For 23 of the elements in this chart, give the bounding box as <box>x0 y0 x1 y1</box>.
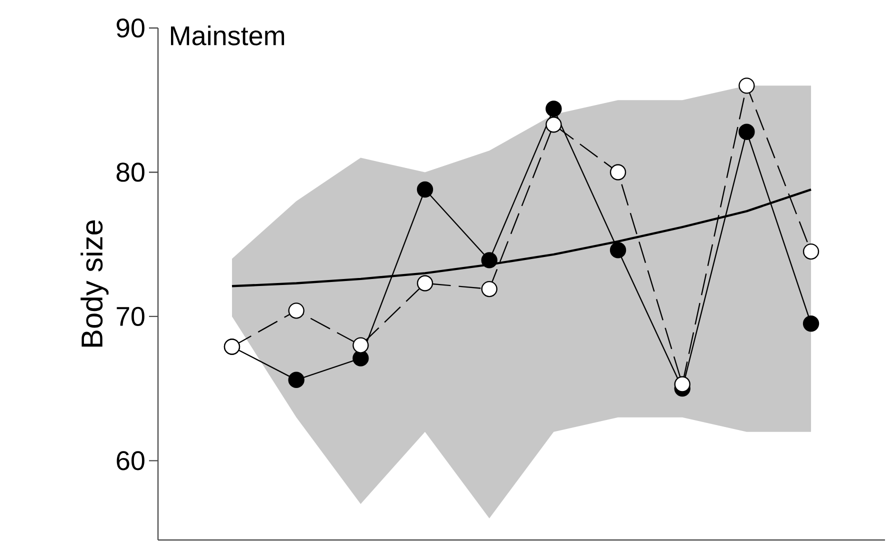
point <box>546 100 562 117</box>
y-tick-label: 80 <box>116 162 144 182</box>
point <box>610 242 626 258</box>
point <box>738 124 755 140</box>
chart-title: Mainstem <box>171 26 284 46</box>
point <box>674 376 690 392</box>
point <box>481 280 498 298</box>
point <box>738 78 755 94</box>
point <box>416 181 434 198</box>
point <box>416 275 434 292</box>
y-tick-label: 60 <box>116 451 144 470</box>
point <box>288 372 304 388</box>
point <box>802 316 820 332</box>
point <box>352 337 369 354</box>
point <box>610 164 626 180</box>
point <box>352 350 369 366</box>
y-tick-label: 90 <box>116 18 144 38</box>
y-tick-label: 70 <box>116 306 144 326</box>
point <box>288 302 304 319</box>
point <box>802 243 820 260</box>
y-axis-title: Body size <box>80 220 109 347</box>
point <box>481 252 498 268</box>
point <box>546 116 562 133</box>
